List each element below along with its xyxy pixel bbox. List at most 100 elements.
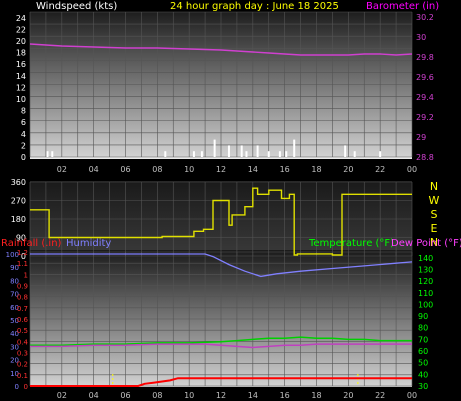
wind-direction-grid — [29, 181, 413, 257]
x-tick-label: 18 — [311, 391, 321, 400]
y-tick-label: 0.8 — [17, 294, 28, 302]
wind-bar — [200, 151, 203, 157]
x-tick-label: 22 — [375, 391, 385, 400]
y-tick-label: 30 — [418, 382, 428, 391]
wind-bar — [267, 151, 270, 157]
wind-bar — [278, 151, 281, 157]
y-tick-label: 6 — [21, 118, 26, 127]
windspeed-axis-label: Windspeed (kts) — [36, 1, 117, 12]
x-tick-label: 04 — [89, 391, 99, 400]
wind-barometer-axes: 02468101214161820222428.82929.229.429.62… — [16, 13, 434, 174]
y-tick-label: 0.2 — [17, 361, 28, 369]
y-tick-label: 30 — [10, 343, 19, 351]
x-tick-label: 02 — [57, 165, 67, 174]
x-tick-label: 04 — [89, 165, 99, 174]
wind-bar — [293, 139, 296, 157]
y-tick-label: 16 — [16, 60, 26, 69]
wind-bar — [245, 151, 248, 157]
x-tick-label: 16 — [280, 391, 290, 400]
y-tick-label: 110 — [418, 289, 433, 298]
wind-bar — [164, 151, 167, 157]
y-tick-label: 14 — [16, 72, 26, 81]
y-tick-label: 0.6 — [17, 316, 29, 324]
wind-bar — [353, 151, 356, 157]
y-tick-label: 1.1 — [17, 260, 28, 268]
y-tick-label: 50 — [10, 317, 19, 325]
x-tick-label: 14 — [248, 165, 258, 174]
x-tick-label: 08 — [152, 391, 162, 400]
y-tick-label: 70 — [418, 335, 428, 344]
x-tick-label: 06 — [120, 391, 130, 400]
x-tick-label: 16 — [280, 165, 290, 174]
wind-barometer-grid — [29, 11, 413, 158]
y-tick-label: 0 — [24, 383, 28, 391]
y-tick-label: 10 — [16, 95, 26, 104]
y-tick-label: 29.2 — [416, 113, 434, 122]
rain-humidity-temp-grid — [29, 251, 413, 387]
legend-dewpoint: Dew Point (°F) — [391, 238, 461, 249]
y-tick-label: 20 — [10, 357, 19, 365]
y-tick-label: 70 — [10, 291, 19, 299]
y-tick-label: 0.4 — [17, 338, 29, 346]
x-tick-label: 22 — [375, 165, 385, 174]
wind-bar — [213, 139, 216, 157]
compass-label: E — [431, 222, 438, 235]
y-tick-label: 1.2 — [17, 249, 28, 257]
y-tick-label: 24 — [16, 14, 26, 23]
y-tick-label: 0.9 — [17, 283, 28, 291]
compass-label: N — [430, 236, 438, 249]
y-tick-label: 0 — [21, 153, 26, 162]
y-tick-label: 100 — [418, 300, 433, 309]
y-tick-label: 80 — [418, 324, 428, 333]
y-tick-label: 0.5 — [17, 327, 28, 335]
x-tick-label: 20 — [343, 391, 353, 400]
y-tick-label: 28.8 — [416, 153, 434, 162]
compass-label: W — [429, 194, 440, 207]
wind-direction-marks — [30, 187, 412, 256]
y-tick-label: 60 — [418, 347, 428, 356]
rainfall-line — [30, 377, 412, 387]
y-tick-label: 4 — [21, 130, 26, 139]
y-tick-label: 130 — [418, 265, 433, 274]
wind-bar — [379, 151, 382, 157]
y-tick-label: 29.6 — [416, 73, 434, 82]
barometer-line — [29, 43, 413, 56]
legend-temperature: Temperature (°F) — [308, 238, 394, 249]
compass-label: S — [431, 208, 438, 221]
barometer-axis-label: Barometer (in) — [366, 1, 439, 12]
y-tick-label: 10 — [10, 370, 19, 378]
x-tick-label: 08 — [152, 165, 162, 174]
wind-barometer-marks — [29, 43, 413, 157]
x-tick-label: 10 — [184, 165, 194, 174]
wind-direction-line — [30, 187, 412, 256]
y-tick-label: 29.4 — [416, 93, 434, 102]
y-tick-label: 12 — [16, 83, 26, 92]
wind-bar — [285, 151, 288, 157]
wind-bar — [192, 151, 195, 157]
y-tick-label: 360 — [11, 178, 26, 187]
y-tick-label: 0.7 — [17, 305, 28, 313]
legend-rainfall: Rainfall (.in) — [1, 238, 62, 249]
y-tick-label: 30 — [416, 33, 426, 42]
y-tick-label: 40 — [10, 330, 19, 338]
x-tick-label: 10 — [184, 391, 194, 400]
y-tick-label: 29.8 — [416, 53, 434, 62]
y-tick-label: 270 — [11, 197, 26, 206]
wind-bar — [51, 151, 54, 157]
y-tick-label: 180 — [11, 215, 26, 224]
x-tick-label: 18 — [311, 165, 321, 174]
compass-label: N — [430, 180, 438, 193]
y-tick-label: 90 — [418, 312, 428, 321]
wind-bar — [344, 145, 347, 157]
humidity-line — [30, 253, 413, 278]
x-tick-label: 12 — [216, 391, 226, 400]
y-tick-label: 0.1 — [17, 372, 28, 380]
wind-bar — [46, 151, 49, 157]
dewpoint-line — [30, 343, 412, 349]
y-tick-label: 0 — [21, 252, 26, 261]
y-tick-label: 22 — [16, 25, 26, 34]
y-tick-label: 120 — [418, 277, 433, 286]
y-tick-label: 8 — [21, 107, 26, 116]
